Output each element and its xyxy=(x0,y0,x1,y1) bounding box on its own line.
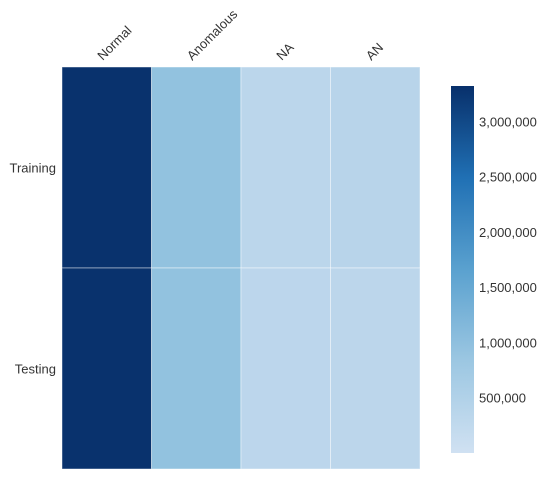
x-axis-tick-labels: Normal Anomalous NA AN xyxy=(94,6,386,63)
y-axis-tick-labels: Training Testing xyxy=(10,161,56,377)
x-tick-label-normal: Normal xyxy=(94,23,134,63)
heatmap-cell-training-na xyxy=(240,66,331,269)
x-tick-label-na: NA xyxy=(273,40,297,64)
colorbar: 500,000 1,000,000 1,500,000 2,000,000 2,500,… xyxy=(451,86,537,453)
y-tick-label-training: Training xyxy=(10,161,56,176)
colorbar-tick-label: 500,000 xyxy=(479,391,526,406)
colorbar-tick-label: 1,500,000 xyxy=(479,280,537,295)
colorbar-tick-label: 2,500,000 xyxy=(479,170,537,185)
heatmap-cell-testing-an xyxy=(330,267,421,470)
heatmap-cell-testing-normal xyxy=(61,267,152,470)
colorbar-tick-label: 3,000,000 xyxy=(479,114,537,129)
x-tick-label-an: AN xyxy=(363,40,386,63)
heatmap-cell-training-normal xyxy=(61,66,152,269)
heatmap-cell-testing-anomalous xyxy=(151,267,242,470)
heatmap-cell-training-an xyxy=(330,66,421,269)
colorbar-tick-label: 2,000,000 xyxy=(479,225,537,240)
heatmap-cell-training-anomalous xyxy=(151,66,242,269)
x-tick-label-anomalous: Anomalous xyxy=(184,6,241,63)
heatmap-cells xyxy=(61,66,421,470)
heatmap-cell-testing-na xyxy=(240,267,331,470)
colorbar-gradient xyxy=(451,86,474,453)
colorbar-tick-label: 1,000,000 xyxy=(479,335,537,350)
y-tick-label-testing: Testing xyxy=(15,362,56,377)
